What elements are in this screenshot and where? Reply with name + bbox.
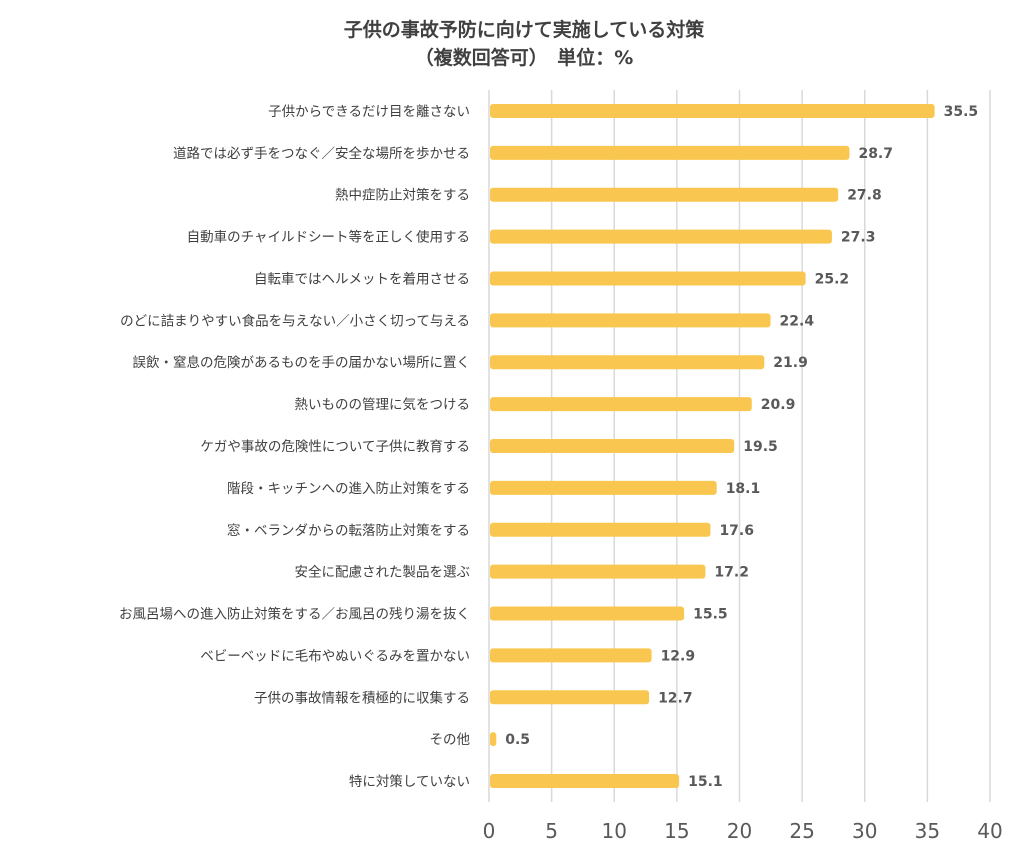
chart-subtitle: （複数回答可） 単位：% <box>415 46 634 69</box>
bar <box>490 439 735 453</box>
bar <box>490 271 806 286</box>
bar <box>490 732 497 747</box>
value-label: 20.9 <box>761 397 796 413</box>
bar <box>490 313 771 328</box>
value-label: 17.2 <box>714 565 749 581</box>
category-label: 階段・キッチンへの進入防止対策をする <box>227 480 470 497</box>
x-tick-label: 20 <box>727 819 752 843</box>
value-labels: 35.5 28.7 27.8 27.3 25.2 22.4 21.9 20.9 19.5 18.1… <box>505 104 978 790</box>
value-label: 28.7 <box>858 146 893 162</box>
bar <box>490 355 765 370</box>
category-label: 安全に配慮された製品を選ぶ <box>295 564 471 581</box>
bar <box>490 480 717 495</box>
x-tick-label: 30 <box>852 819 877 843</box>
bar <box>490 648 652 663</box>
bar <box>490 145 850 160</box>
bar <box>490 774 680 789</box>
category-label: お風呂場への進入防止対策をする／お風呂の残り湯を抜く <box>119 606 470 623</box>
value-label: 21.9 <box>773 355 808 371</box>
x-tick-label: 40 <box>977 819 1002 843</box>
bar <box>490 522 711 537</box>
category-label: ベビーベッドに毛布やぬいぐるみを置かない <box>200 648 470 664</box>
value-label: 19.5 <box>743 439 778 455</box>
value-label: 27.3 <box>841 230 876 246</box>
x-axis-ticks: 0 5 10 15 20 25 30 35 40 <box>483 819 1003 843</box>
category-label: 子供の事故情報を積極的に収集する <box>254 690 470 706</box>
bar <box>490 690 650 705</box>
category-label: 自動車のチャイルドシート等を正しく使用する <box>187 229 470 246</box>
category-label: 熱いものの管理に気をつける <box>295 397 471 413</box>
bar <box>490 103 935 118</box>
x-tick-label: 25 <box>789 819 814 843</box>
bar <box>490 397 752 412</box>
x-tick-label: 35 <box>915 819 940 843</box>
category-label: 誤飲・窒息の危険があるものを手の届かない場所に置く <box>133 354 471 371</box>
value-label: 17.6 <box>719 523 754 539</box>
category-label: 道路では必ず手をつなぐ／安全な場所を歩かせる <box>173 145 470 162</box>
bar <box>490 187 839 202</box>
bars <box>490 103 935 789</box>
bar <box>490 229 832 244</box>
category-labels: 子供からできるだけ目を離さない道路では必ず手をつなぐ／安全な場所を歩かせる熱中症… <box>119 104 470 790</box>
value-label: 12.7 <box>658 690 693 706</box>
bar <box>490 564 706 579</box>
x-tick-label: 5 <box>545 819 558 843</box>
value-label: 27.8 <box>847 188 882 204</box>
category-label: その他 <box>430 732 471 748</box>
x-tick-label: 15 <box>664 819 689 843</box>
category-label: 特に対策していない <box>349 773 470 790</box>
value-label: 25.2 <box>815 271 850 287</box>
category-label: のどに詰まりやすい食品を与えない／小さく切って与える <box>120 312 470 329</box>
chart-title: 子供の事故予防に向けて実施している対策 <box>344 18 705 41</box>
value-label: 22.4 <box>780 313 815 329</box>
category-label: 子供からできるだけ目を離さない <box>268 104 470 120</box>
value-label: 15.5 <box>693 607 728 623</box>
category-label: ケガや事故の危険性について子供に教育する <box>200 439 470 455</box>
value-label: 35.5 <box>944 104 979 120</box>
value-label: 15.1 <box>688 774 723 790</box>
bar <box>490 606 685 621</box>
value-label: 12.9 <box>661 648 696 664</box>
category-label: 熱中症防止対策をする <box>335 187 470 204</box>
category-label: 自転車ではヘルメットを着用させる <box>254 270 470 287</box>
value-label: 18.1 <box>726 481 761 497</box>
x-tick-label: 10 <box>602 819 627 843</box>
x-tick-label: 0 <box>483 819 496 843</box>
gridlines <box>488 90 991 802</box>
category-label: 窓・ベランダからの転落防止対策をする <box>227 522 470 539</box>
value-label: 0.5 <box>505 732 530 748</box>
